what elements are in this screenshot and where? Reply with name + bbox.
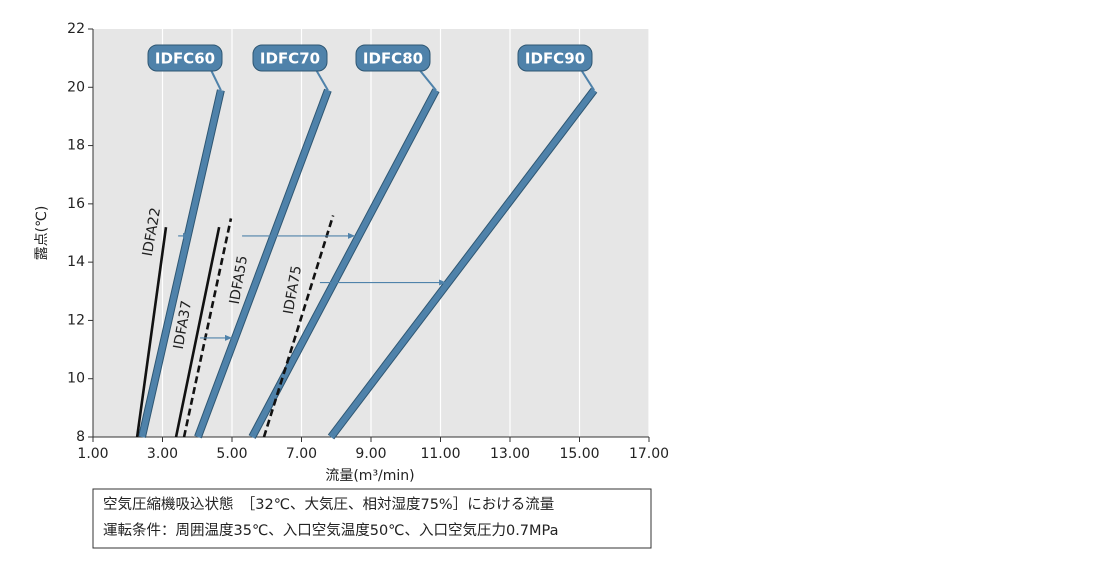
series-label-box [517,44,593,72]
series-line [135,226,168,438]
y-tick-label: 16 [67,196,85,212]
x-tick-label: 9.00 [355,446,386,462]
note-box [92,488,652,549]
x-tick-label: 3.00 [147,446,178,462]
series-line [174,226,221,438]
y-tick-label: 20 [67,79,85,95]
series-line [182,218,233,438]
x-tick-label: 5.00 [216,446,247,462]
series-label: IDFC80 [363,50,423,68]
x-tick-label: 15.00 [559,446,599,462]
series-label: IDFC60 [155,50,215,68]
x-tick-label: 1.00 [77,446,108,462]
series-label-box [355,44,431,72]
series-line [328,88,597,439]
x-tick-label: 11.00 [420,446,460,462]
label-pointer [579,67,595,91]
series-label: IDFC70 [260,50,320,68]
x-tick-label: 7.00 [286,446,317,462]
x-tick-label: 13.00 [490,446,530,462]
x-axis-label: 流量(m³/min) [325,468,414,484]
label-pointer [314,67,329,91]
series-line [262,215,335,438]
y-tick-label: 14 [67,254,85,270]
y-tick-label: 10 [67,371,85,387]
label-pointer [209,67,222,91]
y-tick-label: 18 [67,138,85,154]
series-line [139,89,224,438]
y-tick-label: 12 [67,312,85,328]
note-line: 運転条件：周囲温度35℃、入口空気温度50℃、入口空気圧力0.7MPa [103,522,559,539]
series-label-box [252,44,328,72]
series-label-box [147,44,223,72]
y-axis-label: 露点(℃) [34,206,50,261]
y-tick-label: 22 [67,21,85,37]
series-label: IDFC90 [525,50,585,68]
note-line: 空気圧縮機吸込状態 ［32℃、大気圧、相対湿度75%］における流量 [103,496,554,513]
y-tick-label: 8 [76,429,85,445]
series-line [195,89,331,439]
label-pointer [417,67,437,91]
x-tick-label: 17.00 [629,446,669,462]
